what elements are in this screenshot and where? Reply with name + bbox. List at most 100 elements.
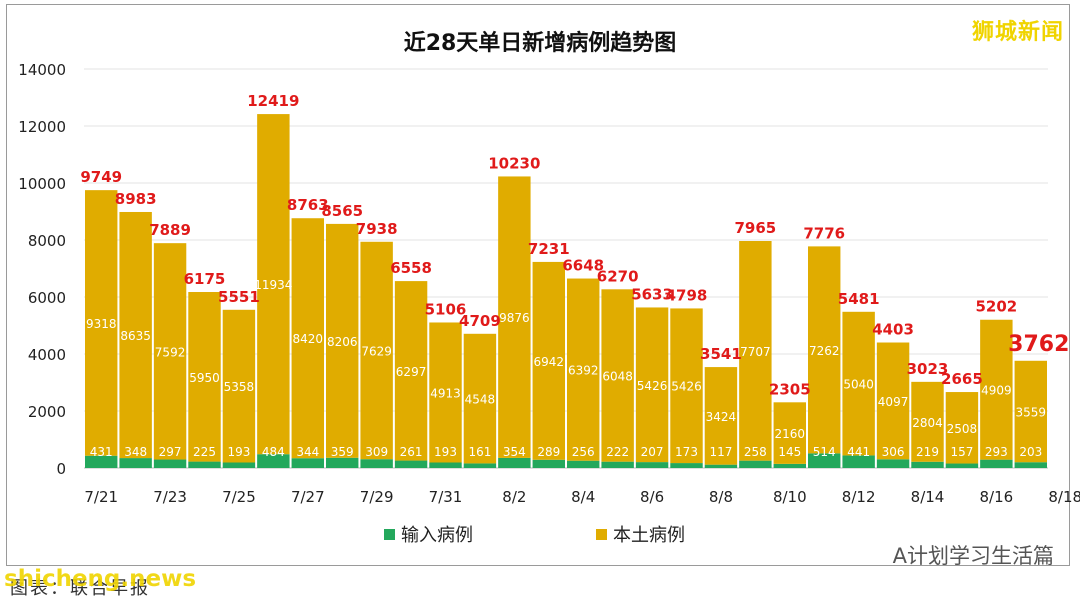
total-value-label: 6270 <box>597 267 639 285</box>
total-value-label: 4709 <box>459 312 501 330</box>
bar-imported <box>704 464 738 468</box>
local-value-label: 8635 <box>120 329 151 343</box>
local-value-label: 4913 <box>430 386 461 400</box>
bar-imported <box>739 460 772 468</box>
x-tick-label: 7/23 <box>153 488 187 506</box>
local-value-label: 4909 <box>981 384 1012 398</box>
bar-imported <box>222 462 256 468</box>
total-value-label: 7938 <box>356 220 398 238</box>
bar-imported <box>463 463 497 468</box>
imported-value-label: 261 <box>400 445 423 459</box>
local-value-label: 9876 <box>499 311 530 325</box>
total-value-label: 10230 <box>488 154 540 172</box>
x-tick-label: 8/16 <box>980 488 1014 506</box>
bar-local <box>1014 360 1047 463</box>
x-tick-label: 8/2 <box>502 488 526 506</box>
local-value-label: 7262 <box>809 344 840 358</box>
x-tick-label: 7/25 <box>222 488 256 506</box>
imported-value-label: 514 <box>813 445 836 459</box>
bar-imported <box>326 457 359 468</box>
total-value-label: 7231 <box>528 240 570 258</box>
local-value-label: 2508 <box>947 422 978 436</box>
total-value-label: 3762 <box>1008 332 1069 357</box>
local-value-label: 5040 <box>843 378 874 392</box>
bar-local <box>704 367 738 465</box>
imported-value-label: 157 <box>950 445 973 459</box>
bar-local <box>326 223 359 458</box>
bar-local <box>842 311 875 456</box>
imported-value-label: 309 <box>365 445 388 459</box>
local-value-label: 5426 <box>637 379 668 393</box>
bar-local <box>257 114 290 455</box>
bar-local <box>463 333 497 464</box>
imported-value-label: 306 <box>882 445 905 459</box>
bar-local <box>85 190 118 456</box>
imported-value-label: 293 <box>985 445 1008 459</box>
y-tick-label: 14000 <box>18 61 66 79</box>
total-value-label: 2665 <box>941 370 983 388</box>
bar-local <box>773 402 806 464</box>
bar-local <box>222 309 256 463</box>
bar-imported <box>153 459 187 468</box>
bar-imported <box>119 458 152 468</box>
imported-value-label: 193 <box>227 445 250 459</box>
bar-imported <box>876 459 910 468</box>
total-value-label: 7889 <box>149 221 191 239</box>
x-tick-label: 8/4 <box>571 488 595 506</box>
local-value-label: 3559 <box>1016 405 1047 419</box>
bar-local <box>188 292 221 462</box>
bar-local <box>670 308 703 464</box>
local-value-label: 4548 <box>465 393 496 407</box>
bar-imported <box>911 461 944 468</box>
bar-imported <box>670 463 703 468</box>
x-tick-label: 8/8 <box>709 488 733 506</box>
x-tick-label: 7/29 <box>360 488 394 506</box>
local-value-label: 5950 <box>189 371 220 385</box>
total-value-label: 4403 <box>872 321 914 339</box>
y-tick-label: 10000 <box>18 175 66 193</box>
y-tick-label: 4000 <box>28 346 66 364</box>
local-value-label: 5426 <box>671 380 702 394</box>
bar-imported <box>360 459 393 468</box>
total-value-label: 8763 <box>287 196 329 214</box>
bar-local <box>739 240 772 461</box>
bar-imported <box>635 462 669 468</box>
bar-imported <box>945 463 979 468</box>
total-value-label: 6648 <box>562 257 604 275</box>
wechat-brand: A计划学习生活篇 <box>892 544 1054 568</box>
total-value-label: 5481 <box>838 290 880 308</box>
imported-value-label: 222 <box>606 445 629 459</box>
legend-label-local: 本土病例 <box>613 525 685 546</box>
local-value-label: 2160 <box>775 427 806 441</box>
imported-value-label: 431 <box>90 445 113 459</box>
imported-value-label: 441 <box>847 445 870 459</box>
bar-imported <box>498 457 531 468</box>
bar-imported <box>188 461 221 468</box>
bar-local <box>394 281 428 461</box>
bar-local <box>498 176 531 458</box>
imported-value-label: 193 <box>434 445 457 459</box>
y-axis: 14000 12000 10000 8000 6000 4000 2000 0 <box>18 61 66 478</box>
y-tick-label: 0 <box>56 460 66 478</box>
x-tick-label: 8/12 <box>842 488 876 506</box>
bar-imported <box>980 459 1013 468</box>
legend: 输入病例 本土病例 <box>384 525 685 546</box>
x-tick-label: 8/10 <box>773 488 807 506</box>
total-value-label: 9749 <box>80 168 122 186</box>
imported-value-label: 344 <box>296 445 319 459</box>
imported-value-label: 359 <box>331 445 354 459</box>
legend-swatch-local <box>596 529 607 540</box>
imported-value-label: 173 <box>675 445 698 459</box>
bar-imported <box>291 458 324 468</box>
total-value-label: 3023 <box>907 360 949 378</box>
imported-value-label: 207 <box>641 445 664 459</box>
local-value-label: 6048 <box>602 369 633 383</box>
bar-local <box>360 241 393 460</box>
bar-local <box>532 261 565 460</box>
y-tick-label: 2000 <box>28 403 66 421</box>
x-tick-label: 7/27 <box>291 488 325 506</box>
bar-local <box>635 307 669 463</box>
legend-label-imported: 输入病例 <box>401 525 473 546</box>
bar-local <box>119 211 152 459</box>
